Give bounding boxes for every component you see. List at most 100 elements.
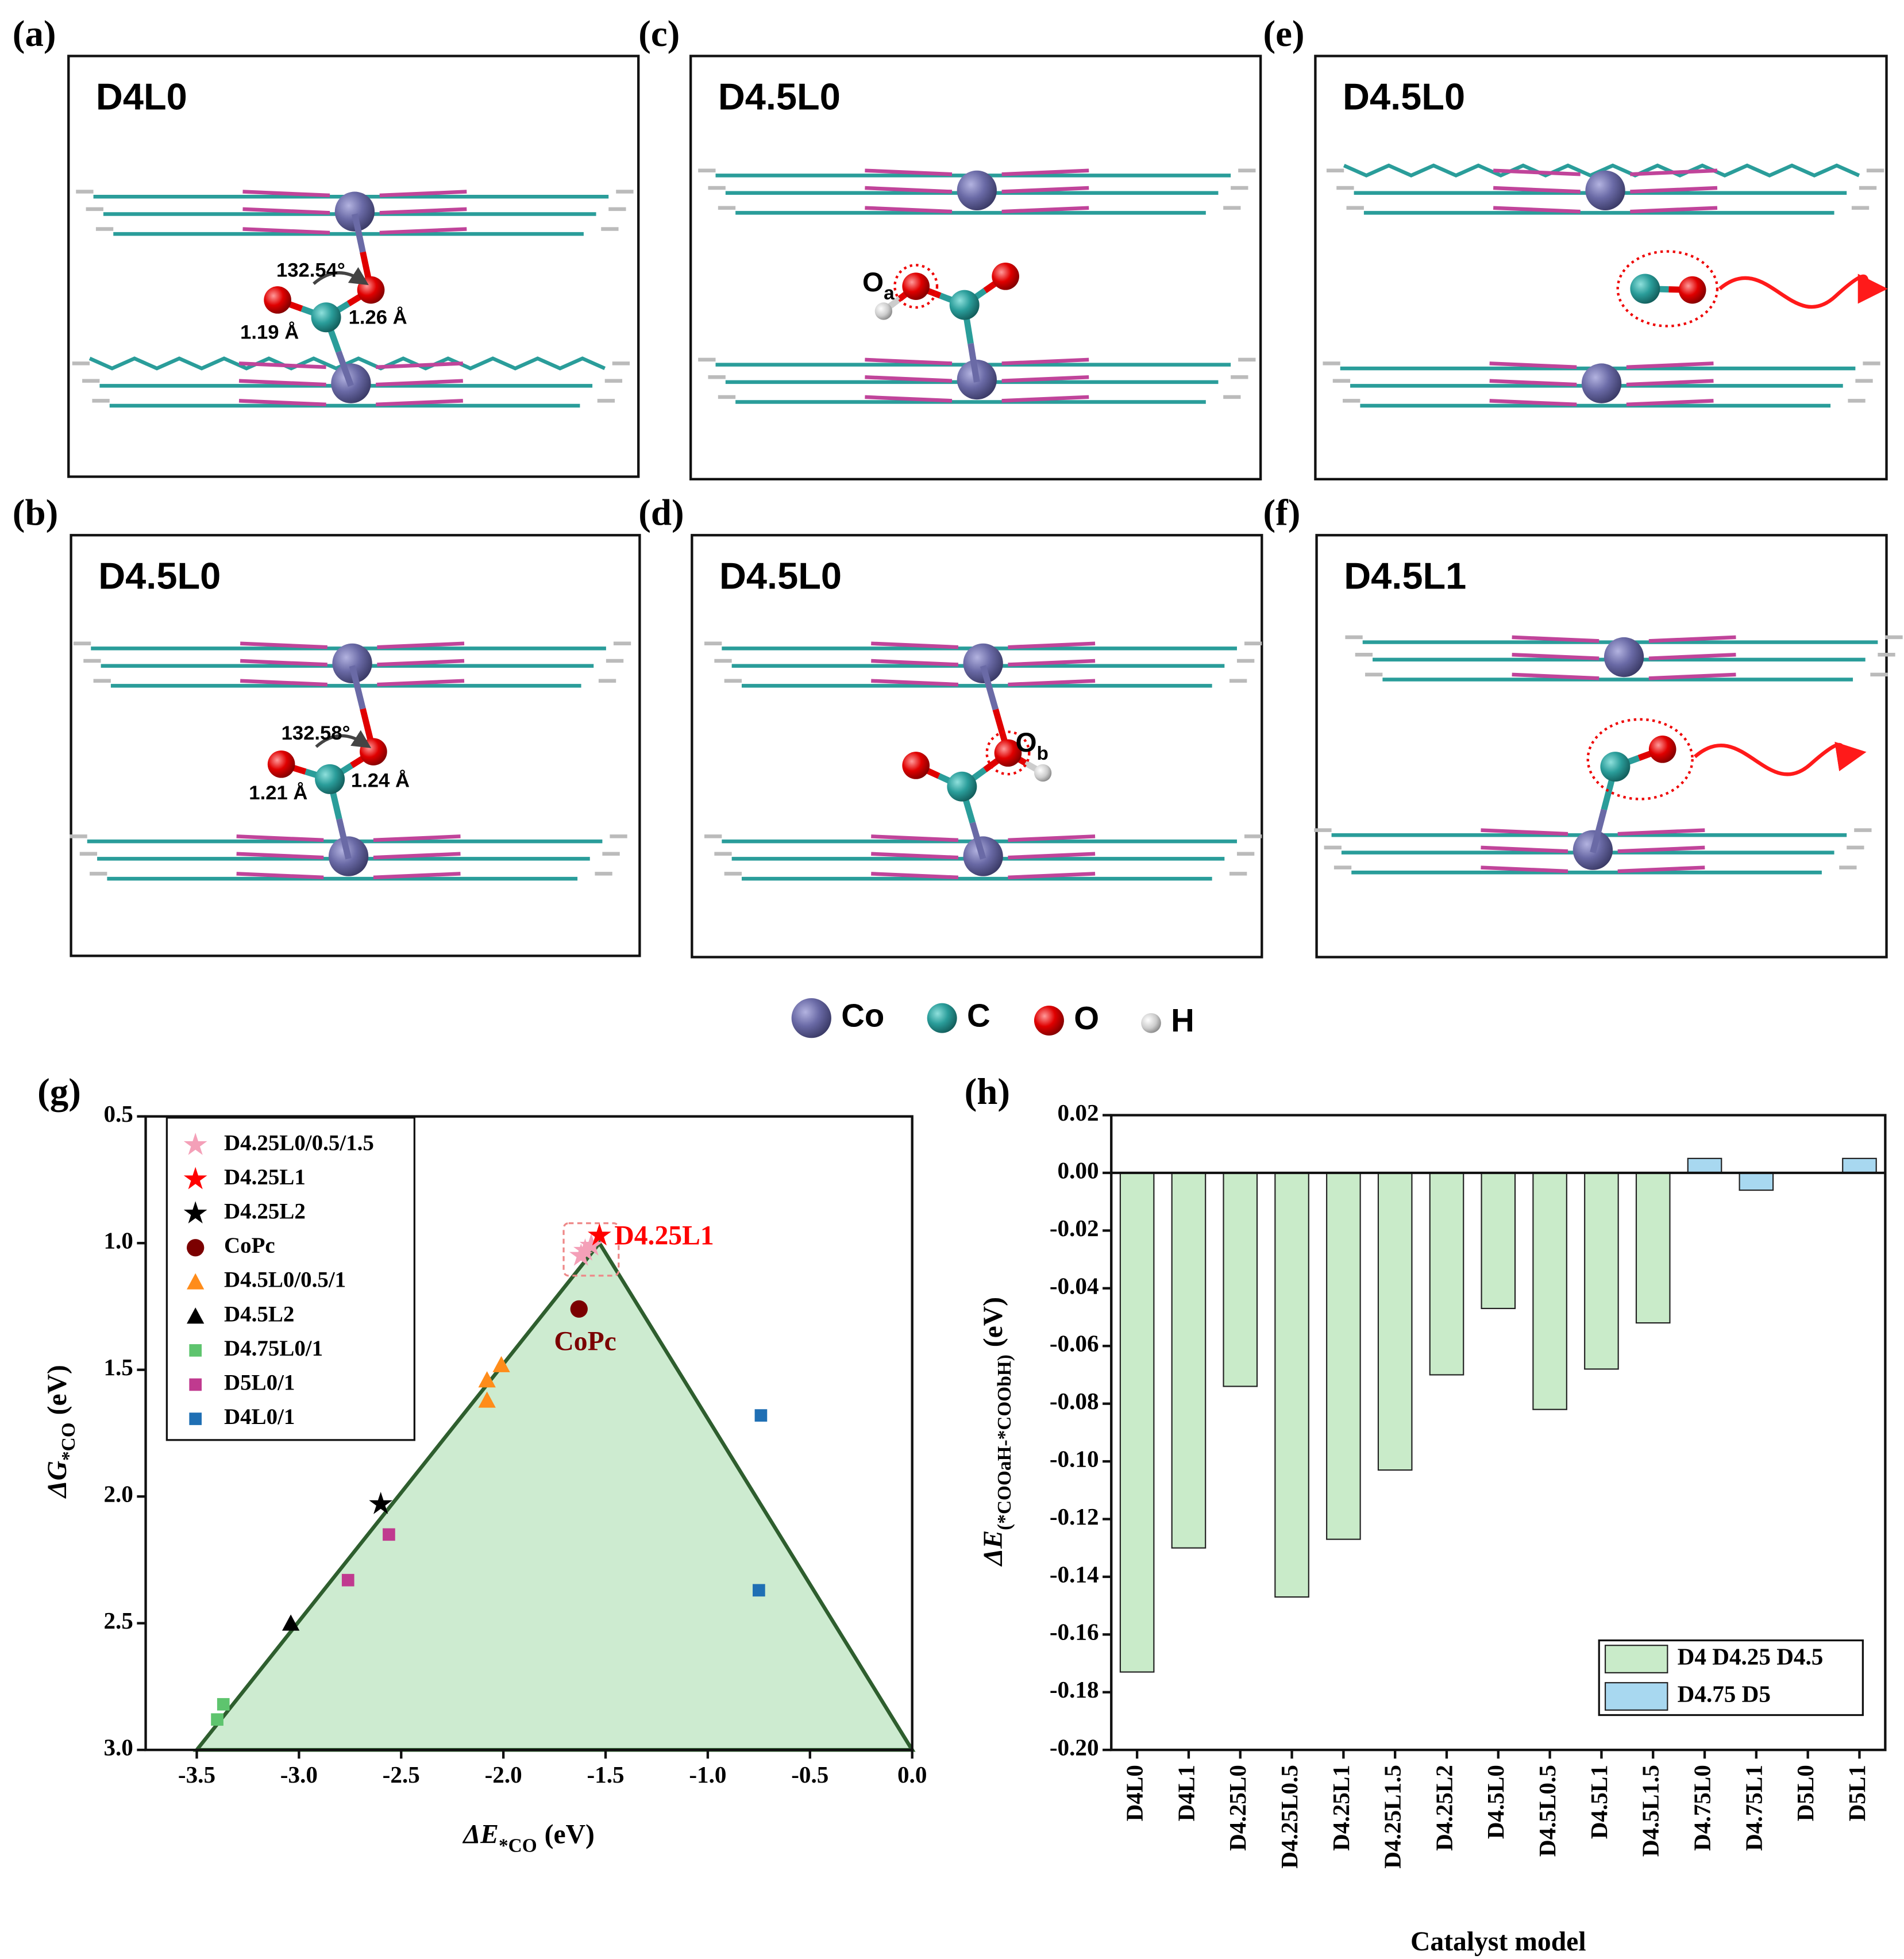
atom (267, 750, 295, 778)
point (478, 1371, 496, 1388)
molecule-core (236, 852, 324, 860)
bond (980, 665, 999, 711)
molecule-core (1008, 872, 1096, 880)
x-tick-label: D4.5L1 (1586, 1765, 1612, 1839)
bar (1171, 1172, 1207, 1549)
atom (1034, 764, 1052, 782)
y-tick-label: -0.06 (1050, 1330, 1099, 1357)
y-tick-label: -0.16 (1050, 1619, 1099, 1645)
molecule-core (871, 659, 958, 667)
panel-label: (d) (638, 492, 684, 534)
molecule-core (240, 641, 327, 649)
x-tick-label: D5L1 (1844, 1765, 1870, 1821)
molecule-core (1648, 635, 1736, 643)
molecule-core (377, 641, 465, 649)
label-sub: *CO (58, 1422, 79, 1461)
bond (336, 818, 352, 860)
bar (1274, 1172, 1309, 1598)
legend-label: D4L0/1 (224, 1404, 295, 1429)
y-tick-label: -0.04 (1050, 1272, 1099, 1299)
atom (963, 643, 1003, 684)
atom (332, 643, 372, 684)
highlight (1586, 718, 1694, 800)
angle-arrow (315, 730, 372, 748)
bar (1223, 1172, 1258, 1387)
label-main: O (1015, 728, 1036, 758)
panel-frame (691, 534, 1263, 959)
y-tick-label: -0.02 (1050, 1215, 1099, 1241)
label-main: ΔG (43, 1461, 72, 1499)
molecule-core (1617, 828, 1705, 836)
panel-title: D4.5L1 (1344, 555, 1466, 596)
molecule-core (1648, 652, 1736, 660)
x-tick-label: D4L1 (1173, 1765, 1199, 1821)
atom (357, 276, 385, 304)
y-tick-label: -0.08 (1050, 1388, 1099, 1414)
legend-label: O (1074, 1000, 1099, 1036)
legend-label: H (1171, 1002, 1194, 1038)
highlight (985, 730, 1031, 776)
panel-frame (67, 55, 640, 478)
molecule-core (1008, 852, 1096, 860)
panel-label: (e) (1263, 13, 1304, 55)
point (383, 1528, 395, 1541)
point (282, 1614, 300, 1631)
bar (1532, 1172, 1567, 1410)
molecule-core (373, 872, 461, 880)
panel-label: (a) (13, 13, 56, 55)
atom (927, 1003, 957, 1033)
molecule-core (1617, 865, 1705, 873)
annotation: 1.19 Å (240, 321, 299, 344)
highlight (1616, 250, 1719, 328)
molecule-core (242, 190, 330, 198)
molecule-core (871, 852, 958, 860)
legend-label: D4.5L0/0.5/1 (224, 1268, 346, 1292)
legend-label: D4 D4.25 D4.5 (1678, 1643, 1824, 1669)
molecule-core (373, 852, 461, 860)
panel-title: D4.5L0 (1343, 75, 1465, 117)
y-tick-label: 1.5 (103, 1354, 133, 1380)
y-axis-label: ΔE(*COOaH-*COObH) (eV) (978, 1297, 1015, 1567)
molecule-core (865, 395, 953, 403)
highlight-box (562, 1222, 620, 1277)
molecule-core (1630, 186, 1718, 194)
label-sub: b (1037, 743, 1049, 764)
molecule-chain (1343, 163, 1860, 178)
molecule-core (865, 357, 953, 365)
molecule-core (379, 190, 467, 198)
bond (968, 342, 980, 383)
highlight (893, 264, 939, 309)
y-tick-label: -0.10 (1050, 1446, 1099, 1472)
atom (902, 752, 930, 779)
label-unit: (eV) (545, 1820, 595, 1850)
x-tick-label: D4.25L1.5 (1379, 1765, 1406, 1869)
atom (791, 998, 831, 1038)
label-sub: *CO (499, 1835, 537, 1857)
bond (349, 665, 366, 710)
molecule-core (1008, 834, 1096, 842)
molecule-core (1512, 652, 1599, 660)
atom (1604, 637, 1644, 678)
point (587, 1223, 611, 1246)
molecule-core (1001, 357, 1089, 365)
atom (1585, 170, 1625, 211)
panel-frame (70, 534, 641, 957)
atom (1600, 752, 1631, 782)
legend-frame (165, 1117, 415, 1441)
y-tick-label: 2.5 (103, 1607, 133, 1634)
molecule-core (1481, 845, 1568, 853)
bar (1584, 1172, 1619, 1370)
bond (1590, 809, 1608, 853)
x-axis-label: ΔE*CO (eV) (462, 1820, 595, 1857)
annotation: 1.21 Å (249, 781, 307, 804)
legend-marker (187, 1273, 205, 1290)
atom (1141, 1013, 1161, 1033)
legend-marker (189, 1344, 202, 1357)
angle-arrow (313, 267, 369, 286)
molecule-core (242, 227, 330, 235)
atom (1034, 1005, 1064, 1036)
point (492, 1356, 510, 1372)
molecule-core (871, 872, 958, 880)
atom (947, 771, 977, 802)
legend-label: D4.25L1 (224, 1165, 306, 1190)
